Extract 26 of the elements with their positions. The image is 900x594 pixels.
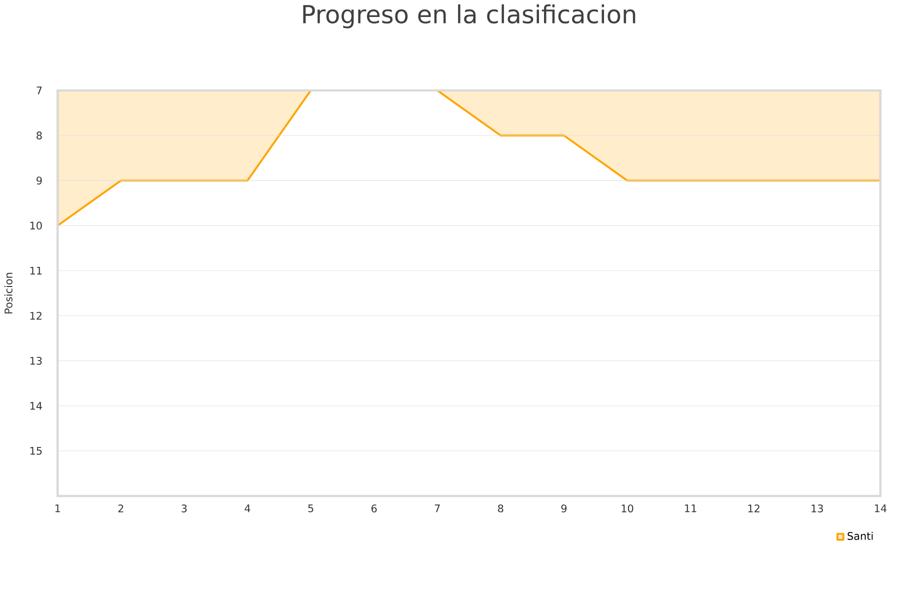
y-tick-label: 10 [30,222,42,230]
x-tick-label: 1 [55,504,60,512]
y-tick-label: 12 [30,312,42,320]
x-tick-label: 7 [434,504,440,512]
x-tick-label: 11 [685,504,696,512]
x-tick-label: 13 [812,504,823,512]
x-tick-label: 12 [748,504,760,512]
x-tick-label: 10 [622,504,634,512]
x-tick-label: 2 [118,504,124,512]
x-tick-label: 8 [498,504,504,512]
y-axis-title: Posicion [4,272,12,314]
x-tick-label: 6 [371,504,377,512]
y-tick-label: 14 [30,402,42,410]
y-tick-label: 7 [36,86,42,94]
x-tick-label: 3 [182,504,187,512]
y-tick-label: 8 [36,132,42,140]
x-tick-label: 14 [874,504,886,512]
legend-label: Santi [848,532,873,540]
x-tick-label: 4 [244,504,250,512]
y-tick-label: 13 [30,356,42,365]
y-tick-label: 15 [30,447,42,455]
y-tick-label: 11 [30,266,42,275]
x-tick-label: 5 [308,504,314,512]
y-tick-label: 9 [36,176,42,185]
x-tick-label: 9 [561,504,567,512]
chart-title: Progreso en la clasificacion [303,4,636,28]
